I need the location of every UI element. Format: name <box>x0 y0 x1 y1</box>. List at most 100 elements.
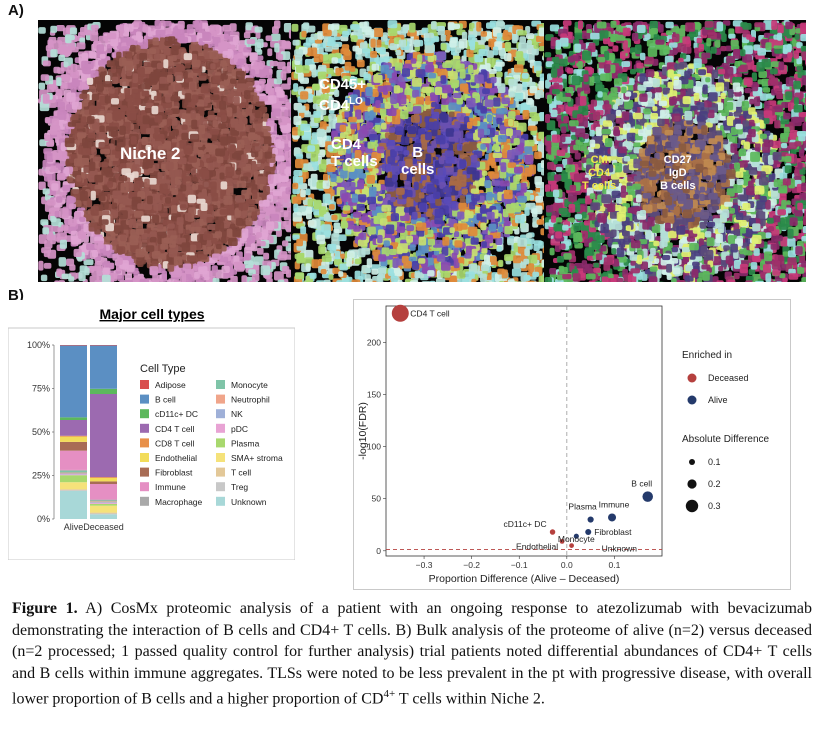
volcano-plot-area <box>385 305 663 557</box>
bar-legend-label: Unknown <box>231 497 267 507</box>
bar-legend-swatch <box>140 496 149 506</box>
volcano-point <box>642 491 653 502</box>
microscopy-canvas-subtypes <box>544 20 806 282</box>
volcano-y-tick-label: 0 <box>376 546 381 556</box>
bar-segment <box>90 388 117 394</box>
bar-segment <box>90 345 117 346</box>
bar-segment <box>90 499 117 501</box>
volcano-point-label: Immune <box>599 500 630 510</box>
volcano-point <box>549 529 556 535</box>
volcano-legend-size-label: 0.3 <box>708 501 721 511</box>
volcano-point-label: Endothelial <box>516 541 558 551</box>
volcano-x-tick-label: 0.1 <box>608 560 620 570</box>
bar-y-tick-label: 25% <box>32 471 50 481</box>
volcano-legend-size-dot <box>689 459 695 465</box>
bar-legend-label: pDC <box>231 424 248 434</box>
bar-legend-label: Neutrophil <box>231 395 270 405</box>
volcano-legend-label: Alive <box>708 395 728 405</box>
bar-segment <box>60 490 87 519</box>
label-igd: IgD <box>668 167 687 179</box>
volcano-y-tick-label: 50 <box>372 494 382 504</box>
bar-segment <box>90 503 117 506</box>
bar-segment <box>60 472 87 474</box>
volcano-x-tick-label: 0.0 <box>561 560 573 570</box>
bar-legend-label: NK <box>231 409 243 419</box>
bar-legend-swatch <box>216 453 225 462</box>
bar-legend-label: Fibroblast <box>155 468 193 478</box>
bar-segment <box>60 475 87 483</box>
bar-legend-swatch <box>216 482 225 492</box>
bar-segment <box>90 512 117 514</box>
volcano-point-label: Fibroblast <box>594 527 632 537</box>
bar-segment <box>90 477 117 478</box>
label-cd4: CD4 <box>319 97 350 114</box>
bar-segment <box>90 345 117 389</box>
microscopy-canvas-niche <box>38 20 300 282</box>
bar-segment <box>60 420 87 436</box>
volcano-point <box>585 529 592 536</box>
stacked-bar-chart: Major cell types 0% 25% 50% 75% 100% Alive Dece… <box>7 306 296 561</box>
bar-segment <box>90 394 117 478</box>
volcano-x-tick-label: −0.3 <box>416 560 433 570</box>
bar-legend-swatch <box>216 438 225 448</box>
bar-segment <box>60 435 87 437</box>
label-niche-2: Niche 2 <box>120 144 181 163</box>
volcano-point <box>559 539 565 544</box>
label-b: B <box>412 144 424 161</box>
caption-text-end: T cells within Niche 2. <box>395 690 545 708</box>
label-cd27: CD27 <box>663 154 692 166</box>
label-t-cells: T cells <box>331 153 378 170</box>
volcano-legend-dot <box>687 395 697 405</box>
bar-legend-label: T cell <box>231 468 251 478</box>
bar-legend-swatch <box>216 380 225 389</box>
bar-segment <box>60 489 87 491</box>
bar-y-tick-label: 50% <box>32 427 50 437</box>
bar-segment <box>90 503 117 504</box>
volcano-legend-size-dot <box>685 499 699 513</box>
bar-segment <box>60 436 87 442</box>
bar-legend-label: SMA+ stroma <box>231 453 283 463</box>
volcano-point <box>608 513 617 522</box>
bar-y-tick-label: 75% <box>32 384 50 394</box>
bar-legend-swatch <box>140 409 149 419</box>
label-cm-t-cells: T cells <box>582 180 617 192</box>
bar-legend-swatch <box>216 467 225 477</box>
bar-segment <box>90 500 117 502</box>
volcano-legend-dot <box>687 373 697 383</box>
bar-segment <box>60 345 87 346</box>
label-cd45: CD45+ <box>319 76 367 93</box>
bar-legend-swatch <box>140 438 149 448</box>
bar-legend-swatch <box>216 496 225 506</box>
bar-segment <box>60 482 87 490</box>
bar-legend-label: Monocyte <box>231 380 268 390</box>
microscopy-image-subtypes: CM CD4 T cells CD27 IgD B cells <box>544 20 806 282</box>
volcano-plot-panel: −0.3 −0.2 −0.1 0.0 0.1 0 50 100 150 200 Proportion… <box>353 299 791 590</box>
volcano-legend-size-title: Absolute Difference <box>682 434 770 445</box>
bar-legend-swatch <box>140 453 149 462</box>
volcano-point-label: CD4 T cell <box>410 308 449 318</box>
volcano-point-label: B cell <box>631 479 652 489</box>
volcano-point-label: Monocyte <box>558 534 595 544</box>
volcano-point-label: Plasma <box>568 502 597 512</box>
bar-legend-swatch <box>140 380 149 389</box>
volcano-legend-label: Deceased <box>708 373 749 383</box>
bar-segment <box>60 469 87 471</box>
bar-legend-label: Macrophage <box>155 497 203 507</box>
caption-superscript: 4+ <box>383 688 396 700</box>
panel-b-label: B) <box>8 287 24 304</box>
stacked-bar-chart-panel: Major cell types 0% 25% 50% 75% 100% Alive Dece… <box>7 300 296 561</box>
volcano-point-label: cD11c+ DC <box>504 519 547 529</box>
volcano-plot: −0.3 −0.2 −0.1 0.0 0.1 0 50 100 150 200 Proportion… <box>357 304 770 585</box>
bar-segment <box>90 502 117 504</box>
bar-legend-label: CD8 T cell <box>155 438 194 448</box>
bar-legend-label: Adipose <box>155 380 186 390</box>
volcano-legend-size-label: 0.1 <box>708 457 721 467</box>
bar-y-tick-label: 100% <box>27 340 50 350</box>
label-cd4-t: CD4 <box>331 136 362 153</box>
volcano-point-label: Unknown <box>602 544 638 554</box>
bar-x-tick-label: Alive <box>64 522 84 532</box>
bar-legend-swatch <box>216 394 225 404</box>
bar-legend-swatch <box>140 423 149 433</box>
volcano-y-axis-label: -log10(FDR) <box>357 402 369 460</box>
bar-segment <box>60 473 87 475</box>
